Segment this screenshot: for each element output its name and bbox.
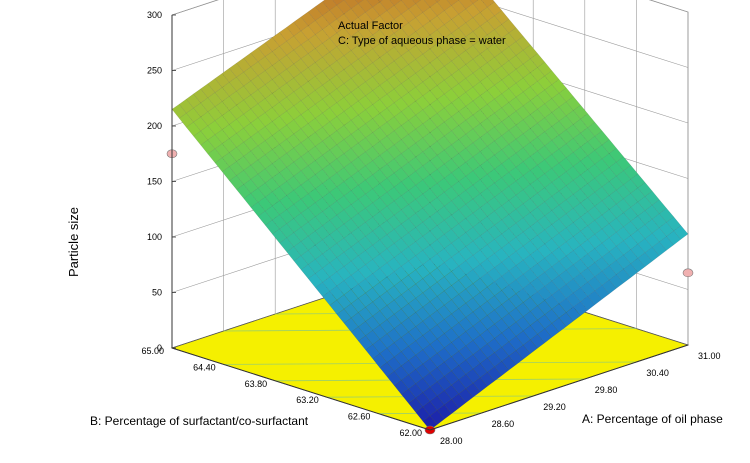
y-tick-label: 65.00: [141, 346, 164, 356]
z-tick-label: 250: [147, 66, 162, 76]
y-tick-label: 62.00: [399, 428, 422, 438]
z-tick-label: 150: [147, 177, 162, 187]
x-tick-label: 31.00: [698, 351, 721, 361]
surface-cell: [469, 0, 479, 4]
wall-gridline: [171, 0, 689, 71]
surface-cell: [332, 0, 345, 6]
x-axis-line: [429, 344, 689, 431]
x-tick-label: 29.20: [543, 402, 566, 412]
x-tick-label: 28.00: [440, 436, 463, 446]
surface-cell: [436, 0, 452, 11]
surface-cell: [343, 0, 359, 9]
y-tick-label: 62.60: [348, 412, 371, 422]
surface-cell: [401, 0, 416, 10]
surface-cell: [412, 0, 422, 4]
chart-title-line-1: Actual Factor: [338, 20, 403, 32]
surface-cell: [446, 0, 459, 6]
chart-title-line-2: C: Type of aqueous phase = water: [338, 35, 506, 47]
z-tick-label: 50: [152, 288, 162, 298]
surface-cell: [379, 0, 395, 11]
surface-cell: [389, 0, 402, 6]
surface-cell: [366, 0, 381, 8]
y-axis-line: [171, 347, 431, 431]
x-axis-label: A: Percentage of oil phase: [582, 412, 723, 426]
design-point: [682, 268, 694, 278]
surface-cell: [355, 0, 364, 4]
z-tick-label: 300: [147, 10, 162, 20]
y-tick-label: 64.40: [193, 362, 216, 372]
response-surface: [171, 0, 689, 431]
surface-cell: [415, 0, 431, 13]
y-tick-label: 63.20: [296, 395, 319, 405]
surface-cell: [423, 0, 438, 8]
surface-cell: [358, 0, 373, 13]
y-tick-label: 63.80: [245, 379, 268, 389]
x-tick-label: 29.80: [595, 385, 618, 395]
surface-cell: [377, 0, 383, 3]
surface-cell: [322, 0, 338, 11]
surface-cell: [336, 0, 352, 15]
z-tick-label: 200: [147, 121, 162, 131]
x-tick-label: 30.40: [646, 368, 669, 378]
surface-cell: [481, 0, 495, 8]
y-axis-label: B: Percentage of surfactant/co-surfactan…: [90, 414, 309, 428]
z-tick-label: 0: [157, 343, 162, 353]
surface-cell: [458, 0, 474, 10]
axes: 28.00 28.60 29.20 29.80 30.40 31.00 62.00 62.60…: [141, 10, 720, 446]
z-axis-label: Particle size: [66, 207, 81, 277]
x-tick-label: 28.60: [492, 419, 515, 429]
z-tick-label: 100: [147, 232, 162, 242]
surface-cell: [472, 0, 488, 13]
surface-cell: [435, 0, 441, 3]
